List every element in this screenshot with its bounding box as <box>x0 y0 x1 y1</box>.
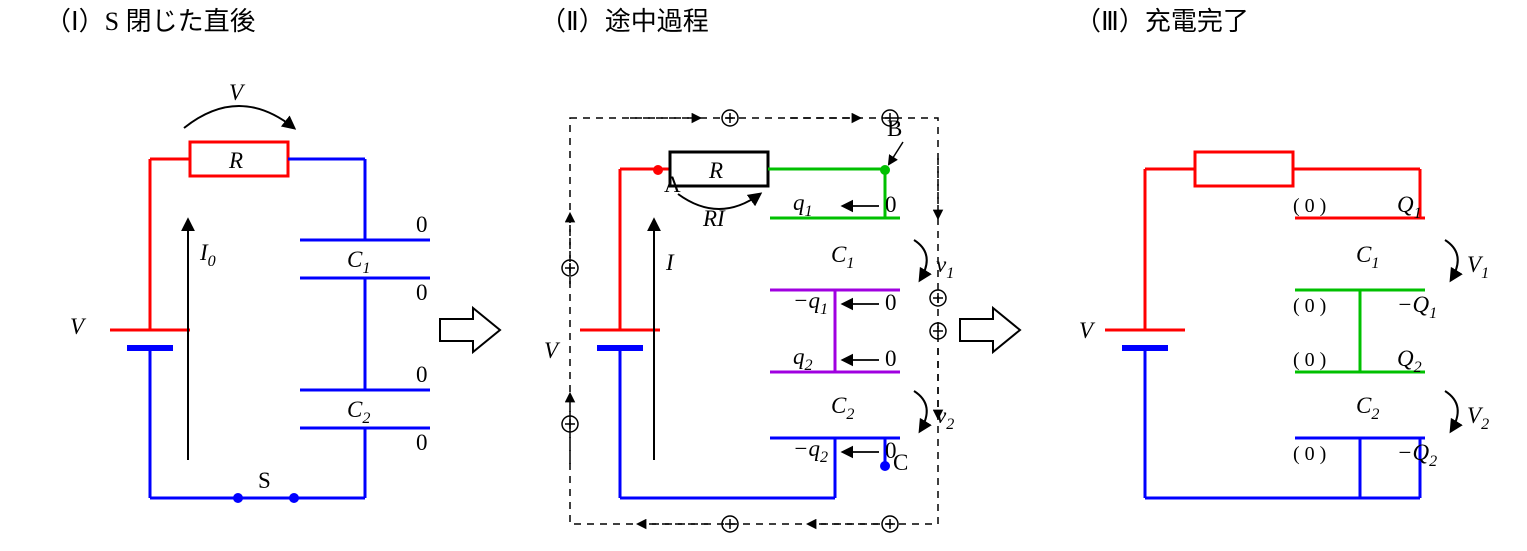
svg-text:0: 0 <box>885 192 897 217</box>
svg-text:V: V <box>1079 318 1096 343</box>
svg-text:V: V <box>70 314 87 339</box>
svg-text:I0: I0 <box>199 240 216 270</box>
svg-text:( 0 ): ( 0 ) <box>1293 195 1326 217</box>
svg-text:0: 0 <box>885 346 897 371</box>
svg-text:0: 0 <box>416 280 428 305</box>
svg-text:I: I <box>665 250 675 275</box>
svg-text:0: 0 <box>416 212 428 237</box>
svg-text:B: B <box>887 116 902 141</box>
svg-text:C1: C1 <box>347 247 370 277</box>
svg-text:C2: C2 <box>831 393 854 423</box>
svg-text:V: V <box>229 80 246 105</box>
svg-text:−q1: −q1 <box>793 288 828 318</box>
svg-text:（Ⅱ）途中過程: （Ⅱ）途中過程 <box>540 7 709 36</box>
svg-text:C2: C2 <box>1356 393 1379 423</box>
svg-text:A: A <box>664 172 681 197</box>
svg-text:C1: C1 <box>1356 242 1379 272</box>
svg-text:（Ⅲ）充電完了: （Ⅲ）充電完了 <box>1075 7 1249 36</box>
svg-text:C1: C1 <box>831 242 854 272</box>
svg-text:−q2: −q2 <box>793 436 828 466</box>
svg-text:( 0 ): ( 0 ) <box>1293 295 1326 317</box>
svg-text:0: 0 <box>416 362 428 387</box>
svg-text:R: R <box>228 148 243 173</box>
svg-text:( 0 ): ( 0 ) <box>1293 349 1326 371</box>
svg-text:（Ⅰ）S 閉じた直後: （Ⅰ）S 閉じた直後 <box>45 7 256 36</box>
svg-text:C2: C2 <box>347 397 370 427</box>
svg-text:q2: q2 <box>793 344 813 374</box>
svg-text:v1: v1 <box>936 252 954 282</box>
svg-text:−Q2: −Q2 <box>1397 440 1437 470</box>
svg-text:V1: V1 <box>1467 252 1489 282</box>
svg-text:V: V <box>544 338 561 363</box>
svg-text:V2: V2 <box>1467 403 1489 433</box>
svg-text:RI: RI <box>702 206 726 231</box>
svg-text:−Q1: −Q1 <box>1397 292 1437 322</box>
svg-text:S: S <box>258 468 271 493</box>
svg-text:0: 0 <box>885 438 897 463</box>
svg-text:0: 0 <box>885 290 897 315</box>
svg-text:q1: q1 <box>793 190 813 220</box>
svg-text:0: 0 <box>416 430 428 455</box>
svg-text:( 0 ): ( 0 ) <box>1293 443 1326 465</box>
svg-text:R: R <box>708 158 723 183</box>
